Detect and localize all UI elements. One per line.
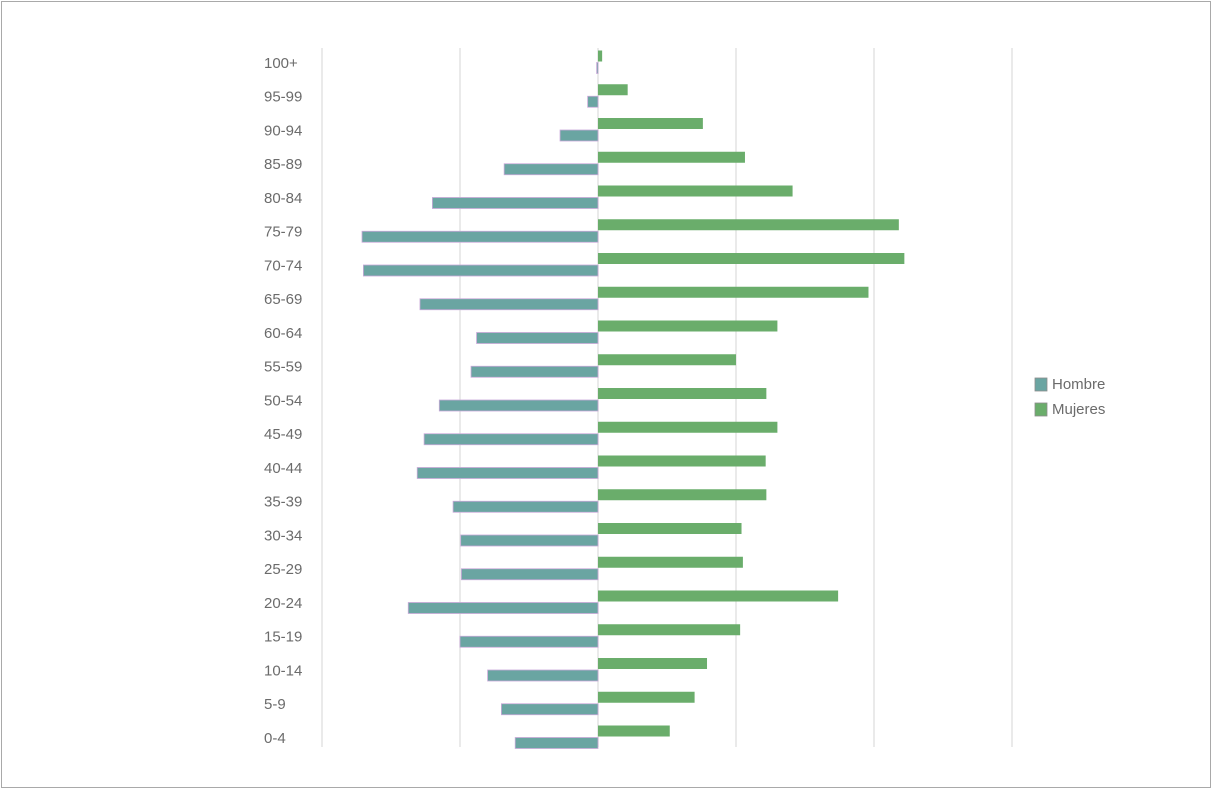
bar-hombre-25-29 [460,568,599,581]
bar-mujeres-25-29 [598,556,743,568]
tick-label-50-54: 50-54 [264,392,302,409]
bar-hombre-75-79 [361,230,599,243]
category-tick-labels: 0-4 5-9 10-14 15-19 20-24 25-29 30-34 35-39 40-4… [264,55,302,747]
bar-mujeres-55-59 [598,354,736,366]
bar-hombre-40-44 [416,467,599,479]
tick-label-55-59: 55-59 [264,359,302,376]
bar-mujeres-20-24 [598,590,839,602]
tick-label-40-44: 40-44 [264,460,302,477]
bar-hombre-60-64 [476,332,599,344]
tick-label-75-79: 75-79 [264,224,302,241]
bar-mujeres-30-34 [598,523,742,534]
bar-mujeres-50-54 [598,388,767,399]
tick-label-95-99: 95-99 [264,89,302,106]
bar-mujeres-80-84 [598,185,793,197]
tick-label-25-29: 25-29 [264,561,302,578]
bar-mujeres-15-19 [598,624,741,636]
bar-mujeres-45-49 [598,421,778,433]
bar-hombre-50-54 [438,399,599,412]
bar-mujeres-5-9 [598,691,695,703]
bar-hombre-0-4 [514,737,599,749]
tick-label-10-14: 10-14 [264,662,302,679]
tick-label-90-94: 90-94 [264,122,302,139]
legend-label-mujeres: Mujeres [1052,401,1105,418]
bar-hombre-95-99 [587,95,599,108]
bar-mujeres-10-14 [598,658,708,669]
bar-hombre-30-34 [460,534,599,547]
tick-label-100+: 100+ [264,55,298,72]
bar-hombre-45-49 [423,433,599,446]
legend: Hombre Mujeres [1034,376,1105,418]
tick-label-0-4: 0-4 [264,730,286,747]
bar-mujeres-90-94 [598,118,703,129]
tick-label-35-39: 35-39 [264,494,302,511]
bar-mujeres-70-74 [598,253,905,264]
tick-label-45-49: 45-49 [264,426,302,443]
tick-label-85-89: 85-89 [264,156,302,173]
bar-hombre-10-14 [487,669,599,682]
bar-mujeres-75-79 [598,219,899,231]
bar-hombre-20-24 [407,602,599,614]
bar-hombre-5-9 [500,703,599,716]
bar-mujeres-35-39 [598,489,767,501]
legend-swatch-hombre [1034,377,1048,392]
tick-label-80-84: 80-84 [264,190,302,207]
legend-label-hombre: Hombre [1052,376,1105,393]
bar-hombre-90-94 [559,129,599,142]
bar-mujeres-40-44 [598,455,766,467]
bar-hombre-55-59 [470,365,599,378]
tick-label-60-64: 60-64 [264,325,302,342]
bar-hombre-85-89 [503,163,599,176]
bar-hombre-15-19 [459,635,599,648]
tick-label-5-9: 5-9 [264,696,286,713]
tick-label-20-24: 20-24 [264,595,302,612]
bar-mujeres-0-4 [598,725,670,737]
bar-mujeres-95-99 [598,84,628,96]
tick-label-65-69: 65-69 [264,291,302,308]
bar-mujeres-65-69 [598,286,869,298]
bar-hombre-65-69 [419,298,599,311]
bars [361,50,905,749]
bar-hombre-80-84 [431,197,599,209]
tick-label-70-74: 70-74 [264,257,302,274]
bar-hombre-35-39 [452,500,599,513]
bar-mujeres-100+ [598,50,603,62]
legend-swatch-mujeres [1034,402,1048,417]
tick-label-30-34: 30-34 [264,527,302,544]
bar-mujeres-60-64 [598,320,778,332]
bar-hombre-100+ [596,62,599,74]
bar-mujeres-85-89 [598,151,745,163]
tick-label-15-19: 15-19 [264,629,302,646]
bar-hombre-70-74 [362,264,599,277]
